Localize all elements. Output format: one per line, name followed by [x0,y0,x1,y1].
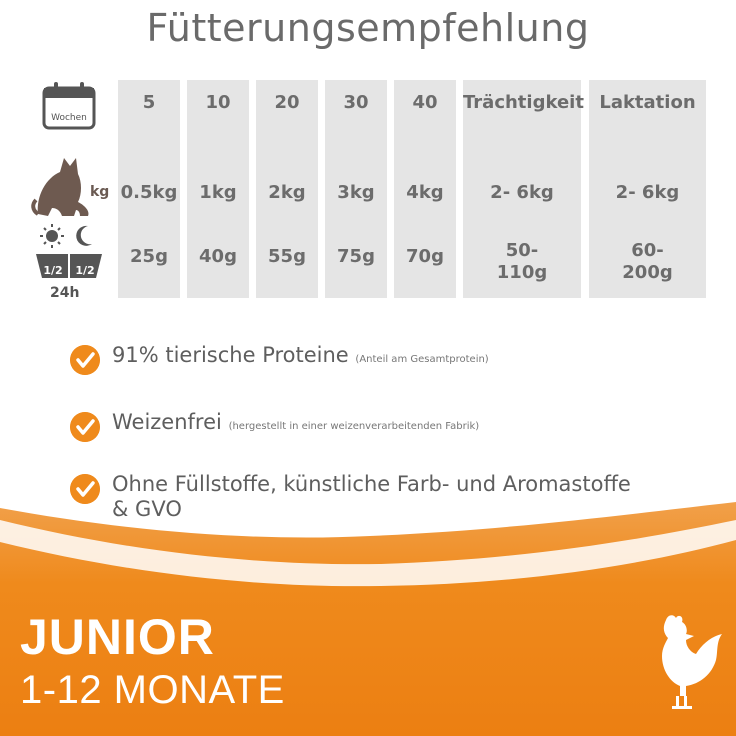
chicken-icon [662,615,722,709]
table-column: 5 0.5kg 25g [118,80,180,298]
column-header: Trächtigkeit [463,92,584,113]
cat-icon [31,158,89,216]
table-column: 10 1kg 40g [187,80,249,298]
column-header: 5 [142,92,156,113]
benefit-text: Ohne Füllstoffe, künstliche Farb- und Ar… [112,472,631,522]
benefit-note: (hergestellt in einer weizenverarbeitend… [228,421,480,432]
benefit-line: Ohne Füllstoffe, künstliche Farb- und Ar… [112,472,631,496]
column-header: 40 [412,92,438,113]
weight-value: 2- 6kg [615,182,680,203]
benefit-item: Weizenfrei (hergestellt in einer weizenv… [70,410,479,442]
checkmark-icon [70,345,100,375]
amount-value: 50- 110g [463,240,581,284]
food-bowls-icon: 1/2 1/2 [36,254,102,278]
banner-heading: JUNIOR [20,609,215,665]
amount-value: 25g [130,246,168,267]
amount-value: 40g [199,246,237,267]
benefit-item: 91% tierische Proteine (Anteil am Gesamt… [70,343,489,375]
benefit-main: 91% tierische Proteine [112,343,349,367]
calendar-label: Wochen [51,113,87,123]
amount-value: 75g [337,246,375,267]
weight-value: 2- 6kg [490,182,554,203]
page-title: Fütterungsempfehlung [146,6,590,50]
portion-period-label: 24h [50,285,80,301]
table-column: 20 2kg 55g [256,80,318,298]
weight-value: 3kg [337,182,375,203]
weight-value: 1kg [199,182,237,203]
benefit-main: Weizenfrei [112,410,222,434]
moon-icon [76,225,92,246]
weight-value: 4kg [406,182,444,203]
portion-right-label: 1/2 [75,264,94,277]
row-icons: Wochen 1/2 1/2 [30,78,110,308]
table-column: 40 4kg 70g [394,80,456,298]
column-header: 20 [274,92,300,113]
amount-line: 50- [505,240,539,261]
checkmark-icon [70,474,100,504]
amount-line: 200g [622,262,673,283]
calendar-icon: Wochen [42,82,96,130]
portion-left-label: 1/2 [43,264,62,277]
benefit-item: Ohne Füllstoffe, künstliche Farb- und Ar… [70,472,631,522]
table-column: 30 3kg 75g [325,80,387,298]
benefit-line: & GVO [112,497,182,521]
benefit-note: (Anteil am Gesamtprotein) [355,354,489,365]
weight-unit-label: kg [90,184,110,200]
checkmark-icon [70,412,100,442]
benefit-text: 91% tierische Proteine (Anteil am Gesamt… [112,343,489,372]
table-column: Trächtigkeit 2- 6kg 50- 110g [463,80,584,298]
orange-banner [0,502,736,736]
weight-value: 0.5kg [120,182,178,203]
amount-line: 110g [496,262,548,283]
amount-value: 60- 200g [589,240,706,284]
weight-value: 2kg [268,182,306,203]
table-column: Laktation 2- 6kg 60- 200g [589,80,706,298]
benefit-text: Weizenfrei (hergestellt in einer weizenv… [112,410,479,439]
sun-icon [40,224,64,248]
amount-line: 60- [631,240,664,261]
column-header: 30 [343,92,369,113]
amount-value: 70g [406,246,444,267]
column-header: 10 [205,92,231,113]
column-header: Laktation [599,92,696,113]
banner-subheading: 1-12 MONATE [20,668,285,712]
amount-value: 55g [268,246,306,267]
